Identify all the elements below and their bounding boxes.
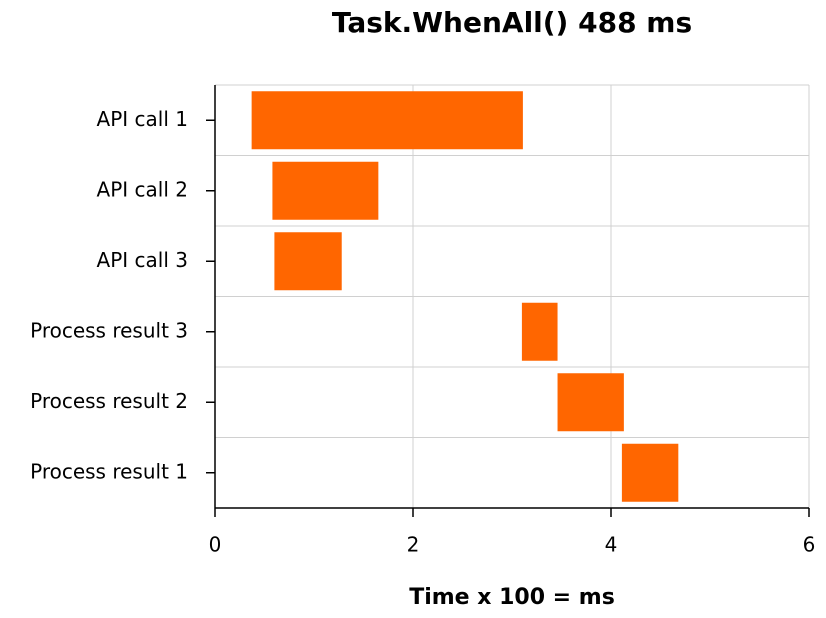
x-tick-label: 4 (605, 533, 618, 557)
x-tick-label: 6 (803, 533, 816, 557)
bar (274, 232, 342, 291)
x-axis-label: Time x 100 = ms (409, 585, 615, 610)
bar (621, 443, 679, 502)
y-tick-label: API call 3 (97, 248, 188, 272)
bar (557, 373, 624, 432)
chart-title: Task.WhenAll() 488 ms (332, 6, 692, 39)
y-tick-label: Process result 2 (30, 389, 188, 413)
x-tick-label: 0 (209, 533, 222, 557)
bar (251, 91, 523, 150)
y-tick-label: API call 1 (97, 107, 188, 131)
y-tick-label: Process result 3 (30, 318, 188, 342)
y-tick-label: API call 2 (97, 177, 188, 201)
y-tick-label: Process result 1 (30, 459, 188, 483)
x-tick-label: 2 (407, 533, 420, 557)
bar (521, 302, 558, 361)
bar (272, 161, 379, 220)
